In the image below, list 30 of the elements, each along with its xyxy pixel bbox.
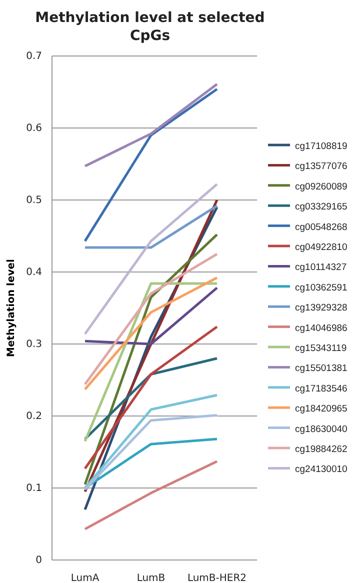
- y-tick-label: 0.2: [26, 411, 42, 422]
- legend-label: cg15501381: [295, 363, 348, 374]
- legend-label: cg15343119: [295, 343, 347, 354]
- legend-label: cg18630040: [295, 424, 348, 435]
- legend-label: cg00548268: [295, 222, 348, 233]
- legend-label: cg03329165: [295, 202, 348, 213]
- legend-label: cg10362591: [295, 282, 348, 294]
- legend-label: cg19884262: [295, 444, 348, 455]
- legend-label: cg13577076: [295, 161, 348, 172]
- y-tick-label: 0.4: [26, 267, 42, 278]
- legend-label: cg10114327: [295, 262, 347, 274]
- y-axis-title: Methylation level: [6, 259, 17, 357]
- legend-label: cg24130010: [295, 464, 348, 476]
- legend-label: cg09260089: [295, 181, 348, 192]
- y-tick-label: 0.6: [26, 123, 42, 134]
- legend-label: cg04922810: [295, 242, 348, 253]
- x-tick-label: LumA: [70, 573, 100, 583]
- legend-label: cg18420965: [295, 404, 348, 415]
- legend-label: cg17108819: [295, 141, 348, 152]
- y-tick-label: 0.3: [26, 339, 42, 350]
- y-tick-label: 0.1: [26, 483, 42, 494]
- chart-title: Methylation level at selected CpGs: [35, 10, 265, 44]
- legend-label: cg13929328: [295, 302, 348, 314]
- legend-label: cg14046986: [295, 322, 348, 334]
- y-tick-label: 0.7: [26, 51, 42, 62]
- y-tick-label: 0.5: [26, 195, 42, 206]
- legend-label: cg17183546: [295, 383, 348, 394]
- x-tick-label: LumB-HER2: [187, 573, 247, 583]
- x-tick-label: LumB: [136, 573, 166, 583]
- y-tick-label: 0: [36, 555, 42, 566]
